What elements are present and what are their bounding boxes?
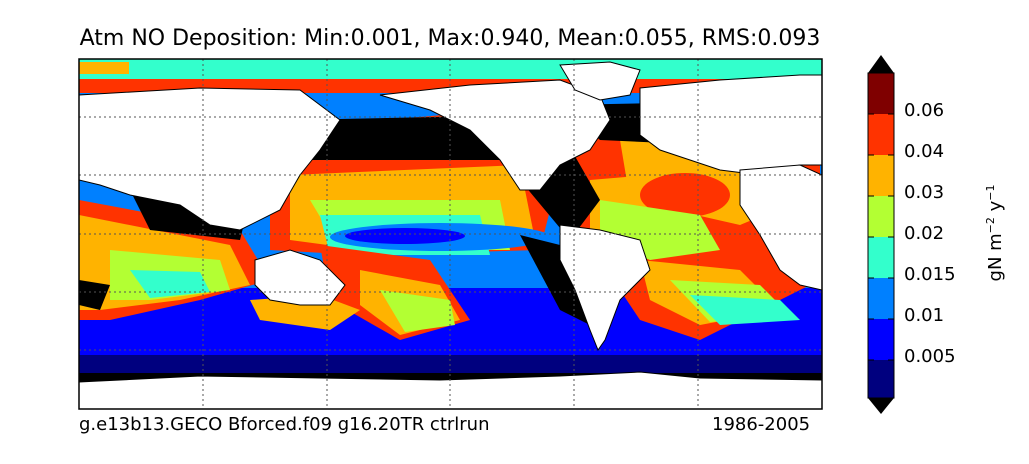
colorbar	[867, 55, 895, 414]
colorbar-segment	[868, 155, 894, 196]
north-america	[379, 79, 611, 191]
colorbar-unit-label: gN m−2 y−1	[984, 184, 1006, 282]
africa	[739, 164, 822, 291]
colorbar-segment	[868, 73, 894, 114]
colorbar-tick-label: 0.03	[904, 182, 945, 203]
south-america	[559, 224, 651, 352]
land-masses	[79, 61, 822, 409]
colorbar-segment	[868, 114, 894, 155]
eurasia-west	[79, 87, 341, 231]
colorbar-segment	[868, 360, 894, 398]
map-title: Atm NO Deposition: Min:0.001, Max:0.940,…	[79, 26, 821, 51]
colorbar-segment	[868, 319, 894, 360]
caption-left: g.e13b13.GECO Bforced.f09 g16.20TR ctrlr…	[79, 414, 490, 435]
colorbar-segment	[868, 237, 894, 278]
colorbar-tick-label: 0.02	[904, 223, 945, 244]
map-frame	[78, 58, 823, 410]
colorbar-under-arrow	[868, 398, 894, 414]
colorbar-tick-label: 0.06	[904, 100, 945, 121]
caption-right: 1986-2005	[712, 414, 811, 435]
graticule	[79, 59, 822, 409]
colorbar-tick-label: 0.01	[904, 305, 945, 326]
colorbar-over-arrow	[868, 55, 894, 73]
colorbar-tick-label: 0.005	[904, 346, 956, 367]
colorbar-segment	[868, 278, 894, 319]
australia	[254, 249, 346, 306]
colorbar-tick-label: 0.04	[904, 141, 945, 162]
tropical-pacific-minimum	[345, 228, 465, 244]
colorbar-segment	[868, 196, 894, 237]
colorbar-tick-label: 0.015	[904, 264, 956, 285]
greenland	[559, 61, 641, 101]
